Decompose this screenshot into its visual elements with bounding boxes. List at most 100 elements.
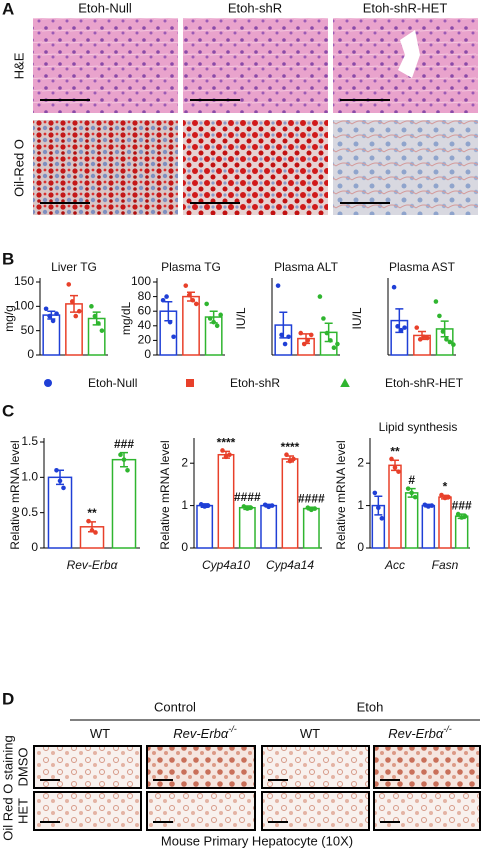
data-point	[429, 503, 435, 508]
micrograph	[146, 745, 256, 789]
y-axis-label: mg/g	[2, 305, 16, 332]
column-header: WT	[90, 726, 110, 741]
bar-chart: Relative mRNA level 0 1 2 Cyp4a10 **** #### Cyp…	[158, 435, 325, 572]
data-point	[328, 338, 333, 343]
panel-label: D	[2, 689, 14, 708]
y-axis-label: Relative mRNA level	[334, 440, 348, 549]
group-header: Etoh	[357, 699, 384, 714]
data-point	[205, 503, 211, 508]
y-tick-label: 50	[21, 323, 35, 337]
data-point	[379, 516, 385, 521]
data-point	[312, 506, 318, 511]
bar	[388, 464, 402, 549]
data-point	[437, 313, 442, 319]
column-name: Rev-Erbα	[388, 726, 444, 741]
data-point	[459, 515, 464, 520]
data-point	[183, 283, 189, 288]
bar	[404, 492, 419, 549]
data-point	[305, 505, 311, 511]
y-axis-label: Relative mRNA level	[8, 440, 22, 549]
x-tick-label: Fasn	[432, 558, 459, 572]
micrograph	[261, 745, 370, 789]
data-point	[121, 457, 127, 462]
data-point	[317, 294, 323, 299]
data-point	[96, 321, 101, 326]
bar-chart: Plasma ALT IU/L	[234, 260, 340, 356]
significance: ###	[452, 498, 472, 512]
data-point	[324, 330, 330, 336]
panel-label: A	[2, 0, 14, 18]
data-point	[439, 492, 444, 498]
data-point	[218, 312, 223, 318]
data-point	[298, 330, 304, 336]
data-point	[93, 530, 98, 535]
panel-a: A Etoh-Null Etoh-shR Etoh-shR-HET H&E Oi…	[2, 0, 478, 215]
data-point	[89, 528, 95, 533]
y-tick-label: 40	[138, 318, 152, 332]
micrograph	[261, 791, 370, 831]
bar	[302, 507, 320, 549]
legend-marker	[340, 378, 350, 387]
column-header: Etoh-Null	[78, 0, 132, 15]
data-point	[396, 469, 401, 474]
column-name: Rev-Erbα	[173, 726, 229, 741]
data-point	[331, 345, 337, 351]
y-tick-label: 80	[138, 289, 152, 303]
data-point	[43, 306, 49, 312]
data-point	[301, 341, 307, 347]
bar	[421, 504, 436, 549]
significance: #	[408, 473, 415, 487]
data-point	[402, 325, 407, 330]
column-header: Etoh-shR-HET	[363, 0, 448, 15]
group-header: Control	[154, 699, 196, 714]
row-title: Oil Red O staining	[0, 735, 15, 841]
data-point	[286, 334, 291, 340]
bar	[111, 458, 137, 549]
data-point	[462, 513, 468, 519]
data-point	[171, 334, 176, 340]
data-point	[190, 297, 196, 303]
data-point	[284, 452, 289, 458]
bar-chart: Liver TG mg/g 0 50 100 150	[2, 260, 108, 361]
data-point	[455, 511, 461, 517]
data-point	[447, 339, 453, 345]
data-point	[305, 338, 311, 343]
data-point	[414, 325, 420, 330]
data-point	[451, 342, 456, 347]
x-tick-label: Acc	[384, 558, 405, 572]
data-point	[440, 329, 446, 334]
significance: ****	[281, 440, 300, 454]
y-tick-label: 150	[14, 274, 34, 288]
data-point	[125, 467, 130, 473]
significance: *	[443, 480, 448, 494]
superscript: -/-	[443, 724, 452, 734]
data-point	[412, 494, 418, 500]
chart-title: Lipid synthesis	[379, 420, 458, 434]
data-point	[409, 490, 414, 496]
chart-title: Plasma ALT	[274, 260, 338, 274]
data-point	[389, 456, 394, 462]
y-tick-label: 0	[357, 540, 364, 554]
data-point	[86, 518, 91, 524]
bar	[454, 515, 469, 549]
data-point	[442, 495, 448, 501]
legend-marker	[44, 379, 52, 387]
column-name: WT	[300, 726, 320, 741]
data-point	[395, 324, 400, 329]
panel-label: B	[2, 249, 14, 268]
y-axis-label: Relative mRNA level	[158, 440, 172, 549]
data-point	[54, 467, 59, 473]
data-point	[99, 328, 105, 333]
vessel	[398, 30, 420, 78]
data-point	[69, 299, 75, 304]
legend: Etoh-Null Etoh-shR Etoh-shR-HET	[44, 376, 464, 390]
column-header: WT	[300, 726, 320, 741]
data-point	[227, 452, 232, 458]
chart-title: Plasma TG	[161, 260, 221, 274]
data-point	[433, 299, 439, 304]
data-point	[214, 323, 220, 329]
data-point	[50, 318, 56, 324]
y-axis-label: mg/dL	[119, 302, 133, 336]
micrograph	[33, 791, 142, 831]
